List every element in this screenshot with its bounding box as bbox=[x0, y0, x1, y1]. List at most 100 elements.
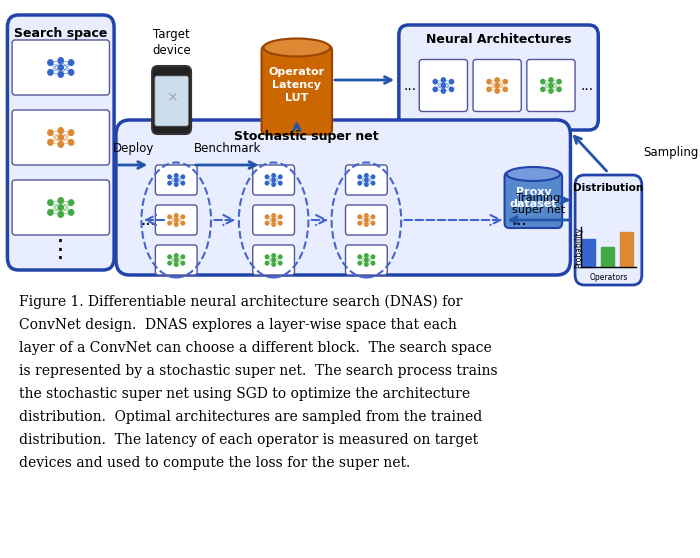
Circle shape bbox=[69, 210, 74, 215]
Circle shape bbox=[181, 255, 185, 259]
Circle shape bbox=[181, 222, 185, 225]
Circle shape bbox=[168, 175, 172, 179]
Circle shape bbox=[279, 215, 282, 219]
Circle shape bbox=[279, 175, 282, 179]
Text: Search space: Search space bbox=[14, 27, 107, 40]
Circle shape bbox=[358, 222, 361, 225]
Circle shape bbox=[174, 174, 178, 177]
Circle shape bbox=[441, 89, 445, 93]
Circle shape bbox=[358, 175, 361, 179]
Circle shape bbox=[557, 79, 561, 84]
Circle shape bbox=[48, 70, 53, 75]
Circle shape bbox=[168, 255, 172, 259]
FancyBboxPatch shape bbox=[262, 46, 332, 134]
Circle shape bbox=[279, 181, 282, 185]
Circle shape bbox=[449, 87, 454, 92]
Circle shape bbox=[441, 83, 445, 88]
Circle shape bbox=[58, 142, 64, 147]
FancyBboxPatch shape bbox=[155, 205, 197, 235]
Circle shape bbox=[272, 258, 275, 262]
Text: Neural Architectures: Neural Architectures bbox=[426, 33, 571, 46]
Circle shape bbox=[272, 254, 275, 257]
Bar bbox=[620, 232, 633, 267]
Bar bbox=[582, 239, 596, 267]
Circle shape bbox=[358, 181, 361, 185]
Circle shape bbox=[48, 200, 53, 205]
Circle shape bbox=[503, 79, 507, 84]
Circle shape bbox=[58, 134, 64, 140]
Circle shape bbox=[69, 200, 74, 205]
Text: Operator
Latency
LUT: Operator Latency LUT bbox=[269, 67, 325, 103]
Text: ...: ... bbox=[403, 79, 416, 93]
Circle shape bbox=[495, 83, 499, 88]
FancyBboxPatch shape bbox=[527, 60, 575, 112]
Circle shape bbox=[58, 65, 64, 70]
Circle shape bbox=[372, 255, 375, 259]
Text: ...: ... bbox=[141, 211, 156, 229]
FancyBboxPatch shape bbox=[155, 245, 197, 275]
Circle shape bbox=[365, 218, 368, 222]
Circle shape bbox=[272, 263, 275, 266]
Text: Target
device: Target device bbox=[152, 28, 191, 57]
Circle shape bbox=[495, 89, 499, 93]
Circle shape bbox=[272, 174, 275, 177]
Text: distribution.  The latency of each operator is measured on target: distribution. The latency of each operat… bbox=[19, 433, 477, 447]
Circle shape bbox=[372, 175, 375, 179]
Circle shape bbox=[279, 255, 282, 259]
Text: Probability: Probability bbox=[574, 227, 583, 268]
Circle shape bbox=[174, 254, 178, 257]
Circle shape bbox=[272, 223, 275, 227]
Circle shape bbox=[69, 130, 74, 136]
Circle shape bbox=[174, 214, 178, 217]
Ellipse shape bbox=[263, 39, 330, 56]
Text: is represented by a stochastic super net.  The search process trains: is represented by a stochastic super net… bbox=[19, 364, 497, 378]
Text: layer of a ConvNet can choose a different block.  The search space: layer of a ConvNet can choose a differen… bbox=[19, 341, 491, 355]
Text: distribution.  Optimal architectures are sampled from the trained: distribution. Optimal architectures are … bbox=[19, 410, 482, 424]
Circle shape bbox=[279, 261, 282, 265]
Ellipse shape bbox=[506, 167, 560, 181]
Circle shape bbox=[279, 222, 282, 225]
Text: ✕: ✕ bbox=[166, 91, 177, 105]
Text: Training
super net: Training super net bbox=[512, 194, 565, 215]
Circle shape bbox=[365, 214, 368, 217]
FancyBboxPatch shape bbox=[12, 180, 109, 235]
Text: Stochastic super net: Stochastic super net bbox=[234, 130, 379, 143]
Circle shape bbox=[265, 181, 269, 185]
FancyBboxPatch shape bbox=[152, 66, 191, 134]
Circle shape bbox=[272, 218, 275, 222]
Circle shape bbox=[365, 254, 368, 257]
Circle shape bbox=[69, 70, 74, 75]
FancyBboxPatch shape bbox=[253, 205, 295, 235]
Text: the stochastic super net using SGD to optimize the architecture: the stochastic super net using SGD to op… bbox=[19, 387, 470, 401]
Circle shape bbox=[174, 182, 178, 186]
Circle shape bbox=[174, 178, 178, 182]
Text: ...: ... bbox=[512, 211, 527, 229]
Circle shape bbox=[181, 181, 185, 185]
FancyBboxPatch shape bbox=[253, 165, 295, 195]
Text: Operators: Operators bbox=[589, 273, 628, 282]
Circle shape bbox=[549, 89, 553, 93]
Circle shape bbox=[58, 198, 64, 203]
Text: Benchmark: Benchmark bbox=[194, 142, 261, 155]
Circle shape bbox=[365, 174, 368, 177]
Circle shape bbox=[272, 182, 275, 186]
Circle shape bbox=[58, 57, 64, 63]
Text: Distribution: Distribution bbox=[573, 183, 643, 193]
FancyBboxPatch shape bbox=[419, 60, 468, 112]
FancyBboxPatch shape bbox=[155, 165, 197, 195]
FancyBboxPatch shape bbox=[253, 245, 295, 275]
Circle shape bbox=[433, 87, 438, 92]
Circle shape bbox=[174, 218, 178, 222]
Circle shape bbox=[181, 175, 185, 179]
Circle shape bbox=[48, 60, 53, 65]
FancyBboxPatch shape bbox=[12, 40, 109, 95]
Circle shape bbox=[265, 255, 269, 259]
FancyBboxPatch shape bbox=[346, 205, 387, 235]
Circle shape bbox=[58, 71, 64, 78]
Bar bbox=[601, 247, 614, 267]
Circle shape bbox=[168, 181, 172, 185]
Circle shape bbox=[58, 211, 64, 217]
Circle shape bbox=[487, 87, 491, 92]
Circle shape bbox=[265, 261, 269, 265]
Circle shape bbox=[174, 223, 178, 227]
